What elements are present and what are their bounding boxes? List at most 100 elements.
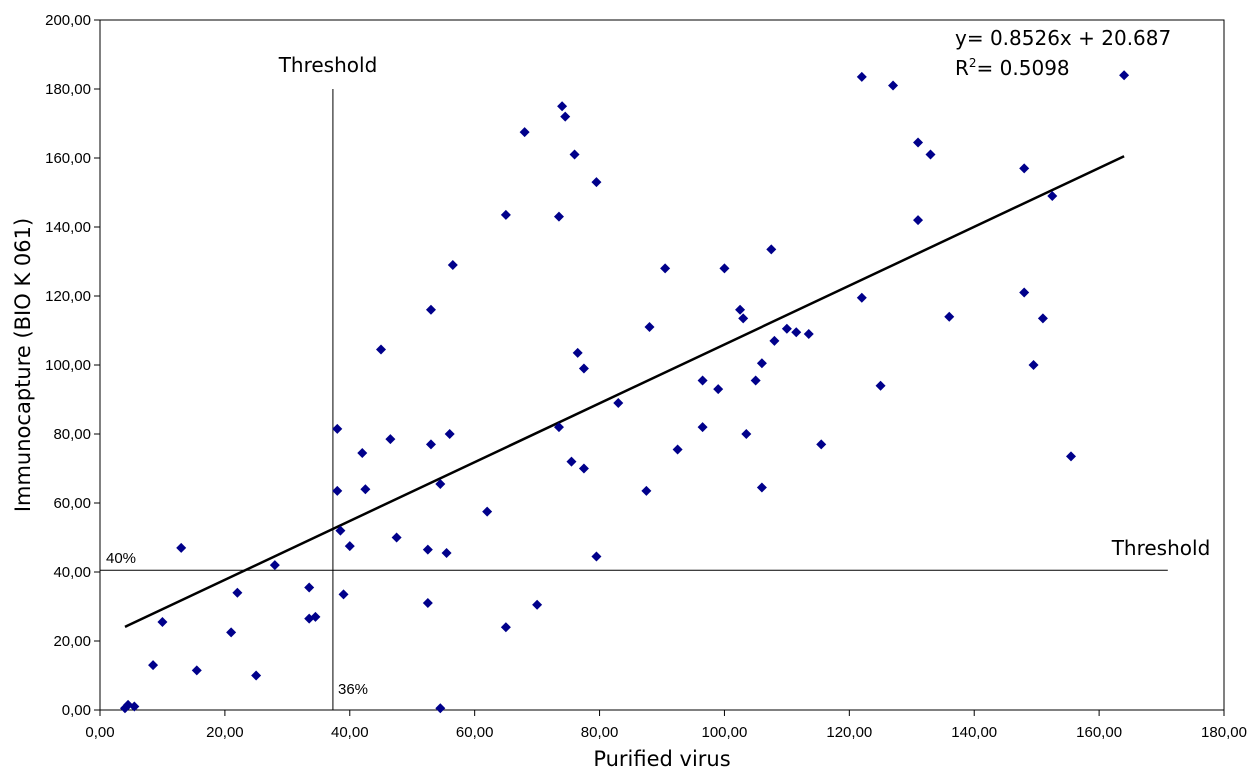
x-tick-label: 20,00 [206, 724, 244, 741]
data-point [735, 304, 746, 315]
x-tick-label: 180,00 [1201, 724, 1247, 741]
data-point [441, 548, 452, 559]
trendline-r-squared: R2= 0.5098 [955, 56, 1070, 80]
data-point [332, 485, 343, 496]
data-point [913, 137, 924, 148]
x-tick-label: 40,00 [331, 724, 369, 741]
trendline-equation: y= 0.8526x + 20.687 [955, 26, 1171, 50]
data-point [888, 80, 899, 91]
x-tick-label: 80,00 [581, 724, 619, 741]
horizontal-threshold-percent: 40% [106, 550, 136, 567]
data-point [422, 544, 433, 555]
data-point [766, 244, 777, 255]
data-point [553, 211, 564, 222]
y-tick-label: 80,00 [53, 426, 91, 443]
data-point [435, 703, 446, 714]
data-point [875, 380, 886, 391]
data-point [713, 384, 724, 395]
x-tick-label: 160,00 [1076, 724, 1122, 741]
data-point [644, 322, 655, 333]
data-point [578, 463, 589, 474]
data-point [750, 375, 761, 386]
data-point [435, 479, 446, 490]
data-point [500, 209, 511, 220]
data-point [553, 422, 564, 433]
y-tick-label: 120,00 [45, 288, 91, 305]
data-point [791, 327, 802, 338]
data-point [572, 347, 583, 358]
data-point [1037, 313, 1048, 324]
data-point [148, 660, 159, 671]
data-point [566, 456, 577, 467]
data-point [269, 560, 280, 571]
data-point [532, 599, 543, 610]
y-tick-label: 160,00 [45, 150, 91, 167]
x-axis-ticks: 0,00 20,00 40,00 60,00 80,00 100,00 120,00 140,… [85, 710, 1247, 741]
y-tick-label: 60,00 [53, 495, 91, 512]
data-point [447, 259, 458, 270]
data-point [925, 149, 936, 160]
data-point [422, 598, 433, 609]
data-point [482, 506, 493, 517]
data-point [557, 101, 568, 112]
horizontal-threshold-label: Threshold [1111, 536, 1211, 560]
data-point [1119, 70, 1130, 81]
data-point [310, 611, 321, 622]
data-point [591, 177, 602, 188]
x-axis-title: Purified virus [593, 747, 730, 771]
data-point [1019, 287, 1030, 298]
y-axis-ticks: 0,00 20,00 40,00 60,00 80,00 100,00 120,00 140,… [45, 12, 100, 719]
y-axis-title: Immunocapture (BIO K 061) [11, 218, 35, 512]
data-point [304, 582, 315, 593]
data-point [129, 701, 140, 712]
data-point [1019, 163, 1030, 174]
data-point [741, 429, 752, 439]
y-tick-label: 20,00 [53, 633, 91, 650]
data-point [425, 439, 436, 450]
data-point [697, 422, 708, 433]
data-point [357, 447, 368, 458]
data-point [119, 703, 130, 714]
y-tick-label: 40,00 [53, 564, 91, 581]
y-tick-label: 100,00 [45, 357, 91, 374]
data-point [232, 587, 243, 598]
data-point [176, 542, 187, 553]
data-point [519, 127, 530, 138]
data-point [569, 149, 580, 160]
x-tick-label: 60,00 [456, 724, 494, 741]
x-tick-label: 140,00 [951, 724, 997, 741]
y-tick-label: 0,00 [62, 702, 91, 719]
data-point [1066, 451, 1077, 462]
data-point [425, 304, 436, 315]
data-point [738, 313, 749, 324]
data-point [856, 71, 867, 82]
data-point [560, 111, 571, 122]
data-point [756, 358, 767, 369]
data-point [803, 328, 814, 339]
data-point [376, 344, 386, 355]
data-point [856, 292, 867, 303]
data-point [360, 484, 371, 495]
data-point [344, 541, 355, 552]
data-point [226, 627, 237, 638]
vertical-threshold-label: Threshold [278, 53, 378, 77]
vertical-threshold-percent: 36% [338, 681, 368, 698]
data-point [719, 263, 730, 274]
data-point [944, 311, 955, 322]
y-tick-label: 200,00 [45, 12, 91, 29]
plot-area [99, 19, 1225, 711]
data-point [332, 423, 343, 434]
data-point [391, 532, 402, 543]
data-point [641, 485, 652, 496]
data-point [444, 429, 455, 439]
threshold-lines [100, 89, 1168, 710]
data-point [500, 622, 511, 633]
data-point [672, 444, 683, 455]
x-tick-label: 120,00 [826, 724, 872, 741]
data-point [913, 215, 924, 226]
trendline-group [124, 155, 1125, 628]
data-point [613, 397, 624, 408]
data-point [338, 589, 349, 600]
x-tick-label: 0,00 [85, 724, 114, 741]
data-point [157, 617, 168, 628]
